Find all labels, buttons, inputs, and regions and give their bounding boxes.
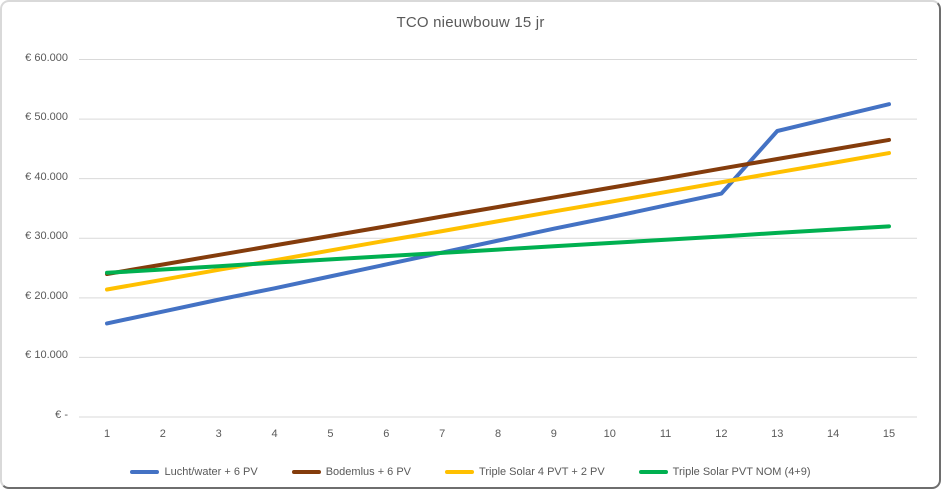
y-axis-tick-label: € 30.000: [25, 230, 68, 243]
y-axis-tick-label: € 40.000: [25, 170, 68, 183]
legend-label: Lucht/water + 6 PV: [164, 466, 258, 478]
series-line: [105, 224, 891, 275]
series-line: [105, 151, 891, 292]
x-axis-tick-label: 11: [659, 428, 672, 440]
x-axis-tick-label: 6: [383, 428, 390, 440]
legend: Lucht/water + 6 PV Bodemlus + 6 PV Triple …: [2, 466, 939, 478]
x-axis-tick-label: 13: [771, 428, 784, 440]
y-axis-tick-label: € 10.000: [25, 349, 68, 362]
x-axis-tick-label: 2: [159, 428, 166, 440]
x-axis-tick-label: 15: [882, 428, 896, 440]
x-axis-tick-label: 14: [827, 428, 840, 440]
x-axis-tick-label: 4: [271, 428, 278, 440]
legend-item: Triple Solar 4 PVT + 2 PV: [445, 466, 605, 478]
legend-line-swatch: [291, 470, 321, 474]
legend-label: Triple Solar PVT NOM (4+9): [672, 466, 811, 478]
x-axis-tick-label: 8: [494, 428, 502, 440]
legend-line-swatch: [130, 470, 160, 474]
legend-item: Triple Solar PVT NOM (4+9): [638, 466, 811, 478]
legend-item: Lucht/water + 6 PV: [130, 466, 258, 478]
x-axis-tick-label: 7: [439, 428, 446, 440]
x-axis-tick-label: 9: [550, 428, 557, 440]
legend-label: Bodemlus + 6 PV: [325, 466, 412, 478]
legend-item: Bodemlus + 6 PV: [291, 466, 412, 478]
x-axis-tick-label: 12: [715, 428, 728, 440]
x-axis-tick-label: 5: [327, 428, 334, 440]
y-axis-tick-label: € 60.000: [25, 51, 68, 64]
series-line: [105, 137, 891, 276]
x-axis-tick-label: 10: [603, 428, 616, 440]
y-axis-tick-label: € 20.000: [25, 289, 68, 302]
chart-title: TCO nieuwbouw 15 jr: [396, 14, 545, 31]
y-axis-tick-label: € -: [55, 409, 68, 421]
legend-label: Triple Solar 4 PVT + 2 PV: [479, 466, 605, 478]
y-axis-tick-label: € 50.000: [25, 111, 68, 124]
legend-line-swatch: [638, 470, 668, 474]
x-axis-tick-label: 3: [215, 428, 222, 440]
x-axis-tick-label: 1: [103, 428, 111, 440]
legend-line-swatch: [445, 470, 475, 474]
series-line: [105, 102, 891, 326]
